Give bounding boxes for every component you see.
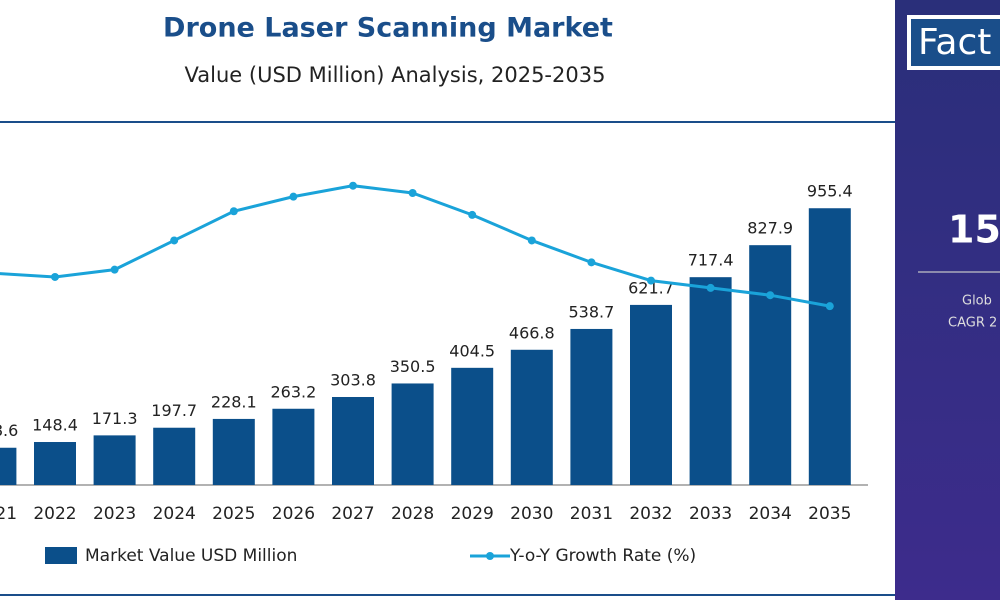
legend-swatch: [45, 547, 77, 564]
line-point: [647, 276, 655, 285]
bar: [451, 367, 494, 485]
line-point: [468, 210, 477, 219]
bar: [391, 383, 434, 485]
bar: [749, 245, 792, 485]
value-label: 263.2: [270, 382, 316, 401]
bar: [272, 408, 315, 485]
line-point: [51, 272, 59, 281]
legend-swatch-dot: [486, 552, 494, 560]
value-label: 197.7: [151, 401, 197, 420]
value-label: 128.6: [0, 421, 18, 440]
x-tick-label: 2024: [153, 504, 196, 524]
x-tick-label: 2029: [451, 504, 494, 524]
chart-title: Drone Laser Scanning Market: [163, 13, 613, 44]
cagr-figure: 15: [948, 208, 1000, 252]
value-label: 404.5: [449, 341, 495, 360]
line-point: [706, 283, 715, 292]
x-tick-label: 2035: [808, 504, 851, 524]
line-point: [766, 291, 775, 300]
x-tick-label: 2023: [93, 504, 136, 524]
line-point: [825, 302, 834, 311]
bar: [212, 418, 255, 485]
bar: [510, 349, 553, 485]
bar: [93, 435, 136, 485]
x-tick-label: 2022: [33, 504, 76, 524]
bar: [570, 328, 613, 485]
value-label: 955.4: [807, 182, 853, 201]
line-point: [289, 192, 298, 201]
x-tick-label: 2033: [689, 504, 732, 524]
value-label: 228.1: [211, 392, 257, 411]
line-point: [587, 258, 596, 267]
legend-label: Market Value USD Million: [85, 546, 297, 566]
bar: [34, 442, 76, 485]
value-label: 827.9: [747, 219, 793, 238]
x-tick-label: 2028: [391, 504, 434, 524]
x-tick-label: 2031: [570, 504, 613, 524]
bar: [689, 277, 732, 485]
value-label: 148.4: [32, 416, 78, 435]
value-label: 171.3: [92, 409, 138, 428]
x-tick-label: 2034: [749, 504, 792, 524]
bar: [153, 427, 196, 485]
x-tick-label: 2021: [0, 504, 17, 524]
panel-bg: [895, 0, 1000, 600]
bar: [808, 208, 851, 485]
line-point: [349, 181, 357, 190]
x-tick-label: 2027: [331, 504, 374, 524]
line-point: [408, 189, 417, 197]
side-panel: Fact 15 Glob CAGR 2: [895, 0, 1000, 600]
line-point: [110, 265, 119, 274]
line-point: [229, 207, 238, 216]
logo-text: Fact: [918, 22, 991, 63]
x-tick-label: 2032: [629, 504, 672, 524]
chart-subtitle: Value (USD Million) Analysis, 2025-2035: [185, 63, 606, 87]
line-point: [527, 236, 536, 245]
line-point: [170, 236, 179, 245]
panel-line1: Glob: [962, 294, 992, 309]
legend-label: Y-o-Y Growth Rate (%): [509, 546, 696, 566]
value-label: 303.8: [330, 370, 376, 389]
value-label: 466.8: [509, 323, 555, 342]
x-tick-label: 2030: [510, 504, 553, 524]
bar: [630, 304, 672, 485]
bar: [332, 396, 374, 485]
logo-inner: [911, 19, 1000, 66]
x-tick-label: 2026: [272, 504, 315, 524]
bar: [0, 447, 17, 485]
x-tick-label: 2025: [212, 504, 255, 524]
value-label: 717.4: [688, 251, 734, 270]
value-label: 538.7: [568, 302, 614, 321]
panel-line2: CAGR 2: [948, 316, 997, 331]
value-label: 350.5: [390, 357, 436, 376]
